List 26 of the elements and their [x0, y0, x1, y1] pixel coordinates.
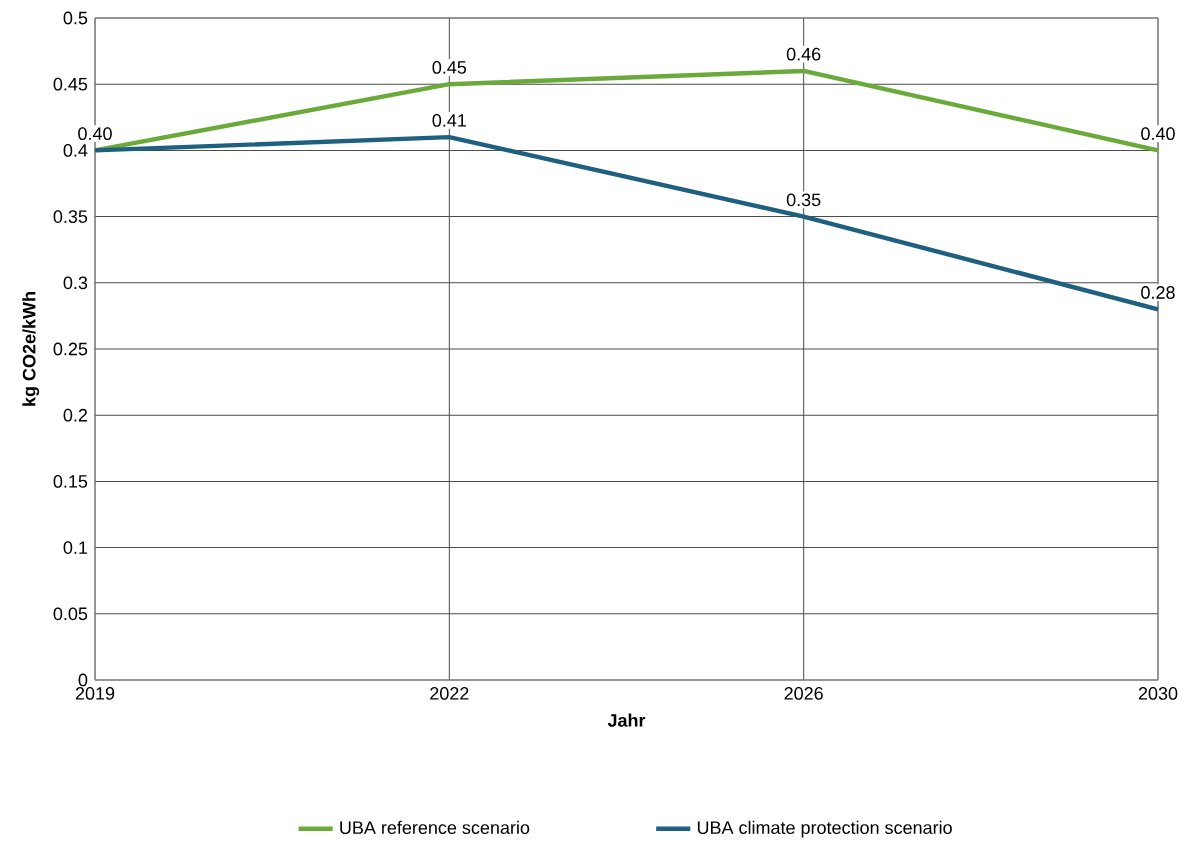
y-tick-label: 0.5 — [63, 11, 88, 25]
y-axis-title: kg CO2e/kWh — [22, 292, 40, 406]
y-tick-label: 0.05 — [53, 607, 88, 621]
y-tick-label: 0 — [78, 673, 88, 687]
data-label: 0.41 — [432, 114, 466, 127]
data-label: 0.28 — [1141, 286, 1175, 299]
data-label: 0.40 — [78, 127, 112, 141]
x-tick-label: 2022 — [430, 687, 469, 700]
y-tick-label: 0.4 — [63, 144, 88, 157]
y-tick-label: 0.3 — [63, 276, 88, 290]
legend-label: UBA climate protection scenario — [697, 820, 952, 838]
y-tick-label: 0.1 — [63, 541, 88, 554]
data-label: 0.46 — [786, 47, 821, 61]
legend-label: UBA reference scenario — [340, 820, 530, 835]
y-tick-label: 0.15 — [53, 475, 88, 488]
data-label: 0.45 — [432, 61, 467, 74]
x-tick-label: 2026 — [784, 687, 823, 700]
y-tick-label: 0.45 — [53, 77, 88, 91]
y-tick-label: 0.2 — [63, 408, 88, 422]
y-tick-label: 0.35 — [53, 210, 88, 223]
data-label: 0.40 — [1141, 127, 1175, 141]
x-tick-label: 2030 — [1138, 687, 1178, 700]
data-label: 0.35 — [786, 193, 821, 207]
y-tick-label: 0.25 — [53, 342, 88, 356]
x-tick-label: 2019 — [75, 687, 115, 700]
x-axis-title: Jahr — [607, 713, 646, 727]
